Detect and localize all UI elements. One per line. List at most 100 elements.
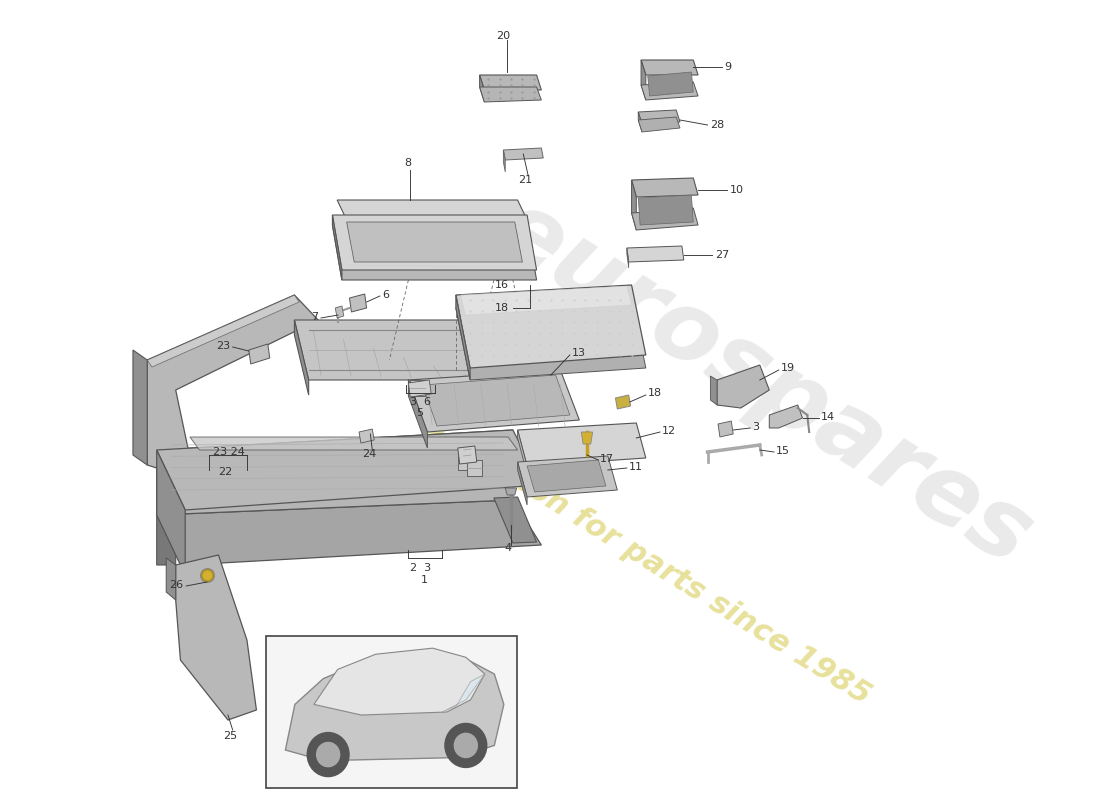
Polygon shape [408,370,580,432]
Polygon shape [480,75,484,102]
Polygon shape [711,376,717,405]
Polygon shape [718,421,734,437]
Polygon shape [442,674,485,712]
Polygon shape [717,365,769,408]
Text: 16: 16 [495,280,509,290]
Polygon shape [641,60,698,75]
Polygon shape [156,430,513,515]
Polygon shape [518,423,646,466]
Polygon shape [615,395,630,409]
Polygon shape [505,488,517,495]
Polygon shape [332,225,537,280]
Polygon shape [461,286,631,315]
Text: 17: 17 [601,454,615,464]
Polygon shape [638,112,642,132]
Text: 28: 28 [711,120,725,130]
Polygon shape [156,500,541,565]
Text: 14: 14 [821,412,835,422]
Text: 23 24: 23 24 [212,447,244,457]
Polygon shape [504,150,505,172]
Polygon shape [408,380,431,397]
Polygon shape [638,110,680,124]
Polygon shape [147,295,299,367]
Polygon shape [638,195,693,225]
Polygon shape [458,446,476,464]
Polygon shape [190,437,518,450]
Polygon shape [156,430,541,510]
Polygon shape [350,294,366,312]
Polygon shape [494,497,537,543]
Text: 20: 20 [496,31,510,41]
Text: 12: 12 [662,426,676,436]
Polygon shape [422,375,570,426]
Polygon shape [285,651,504,761]
Text: 10: 10 [729,185,744,195]
Text: 26: 26 [169,580,184,590]
Polygon shape [468,460,483,476]
Text: 1: 1 [421,575,428,585]
Polygon shape [641,60,646,100]
Polygon shape [769,405,803,428]
Text: 18: 18 [648,388,662,398]
Text: 3  6: 3 6 [410,397,431,407]
Polygon shape [346,222,522,262]
Text: 27: 27 [715,250,729,260]
Polygon shape [133,350,147,465]
Polygon shape [581,432,593,444]
Text: 9: 9 [725,62,732,72]
Text: 2  3: 2 3 [410,563,431,573]
Polygon shape [408,380,428,448]
Text: 19: 19 [781,363,795,373]
Polygon shape [336,306,344,318]
Polygon shape [504,148,543,160]
Polygon shape [156,510,176,565]
Polygon shape [627,246,684,262]
Text: 3: 3 [752,422,759,432]
Circle shape [317,742,340,766]
Polygon shape [648,72,693,96]
Text: 25: 25 [223,731,236,741]
Polygon shape [176,555,256,720]
Polygon shape [338,200,527,220]
Polygon shape [455,298,646,380]
Text: 5: 5 [416,408,424,418]
Polygon shape [455,285,646,368]
Text: 23: 23 [216,341,230,351]
Polygon shape [314,648,485,715]
Polygon shape [156,450,185,575]
Text: 6: 6 [382,290,388,300]
Polygon shape [480,87,541,102]
Polygon shape [631,178,698,197]
Text: 7: 7 [311,312,318,322]
Polygon shape [527,460,606,492]
Polygon shape [249,344,270,364]
Bar [266,636,517,788]
Text: 22: 22 [218,467,232,477]
Polygon shape [631,180,636,230]
Polygon shape [332,215,537,270]
Polygon shape [295,320,527,380]
Polygon shape [295,320,309,395]
Polygon shape [518,430,527,474]
Text: 24: 24 [362,449,376,459]
Circle shape [454,734,477,758]
Circle shape [307,733,349,777]
Text: 18: 18 [495,303,509,313]
Text: 13: 13 [572,348,585,358]
Polygon shape [147,295,318,480]
Text: 21: 21 [518,175,532,185]
Polygon shape [455,295,470,380]
Polygon shape [458,454,473,470]
Polygon shape [480,75,541,90]
Polygon shape [359,429,374,443]
Text: 15: 15 [776,446,790,456]
Polygon shape [518,462,527,505]
Polygon shape [166,558,176,600]
Polygon shape [627,248,629,268]
Text: eurospares: eurospares [477,182,1048,586]
Circle shape [444,723,486,767]
Polygon shape [641,82,698,100]
Polygon shape [631,208,698,230]
Polygon shape [638,117,680,132]
Polygon shape [410,380,426,396]
